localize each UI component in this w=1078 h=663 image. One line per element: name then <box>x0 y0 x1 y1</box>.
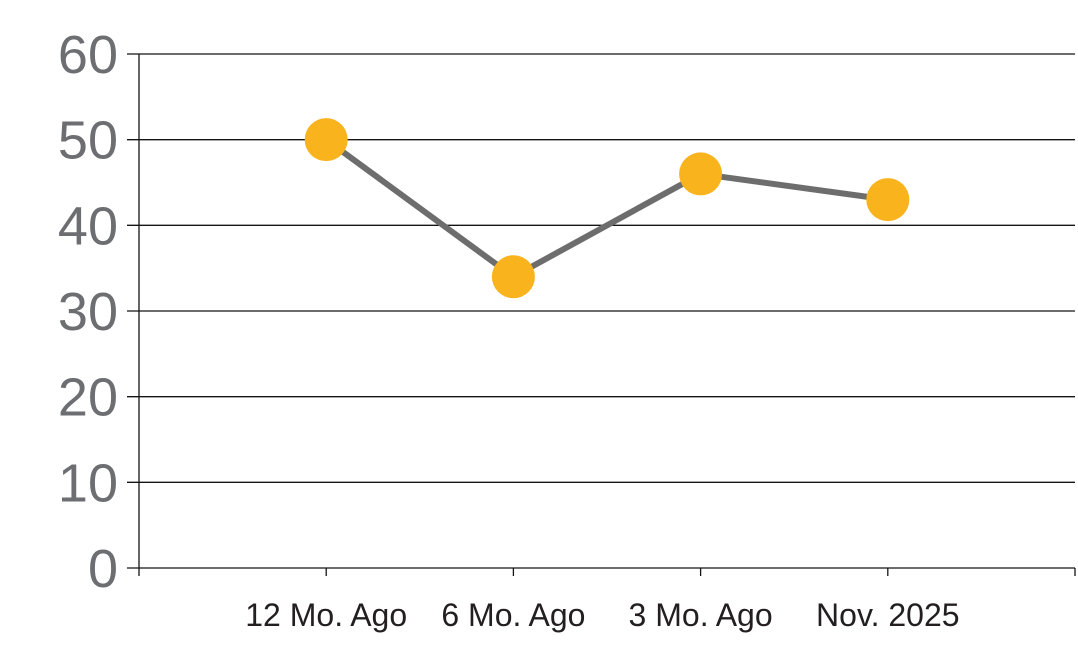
data-point-marker <box>304 118 348 162</box>
data-point-marker <box>866 178 910 222</box>
x-axis-label: Nov. 2025 <box>816 597 960 633</box>
x-axis-label: 6 Mo. Ago <box>441 597 585 633</box>
series-line <box>323 136 891 281</box>
data-point-marker <box>679 152 723 196</box>
y-tick-label: 60 <box>58 25 118 85</box>
x-axis-label: 12 Mo. Ago <box>245 597 407 633</box>
data-point-marker <box>491 255 535 299</box>
y-tick-label: 0 <box>88 539 118 599</box>
y-tick-label: 10 <box>58 453 118 513</box>
x-axis-label: 3 Mo. Ago <box>629 597 773 633</box>
y-tick-label: 40 <box>58 196 118 256</box>
y-tick-label: 20 <box>58 368 118 428</box>
y-tick-label: 30 <box>58 282 118 342</box>
y-tick-label: 50 <box>58 111 118 171</box>
